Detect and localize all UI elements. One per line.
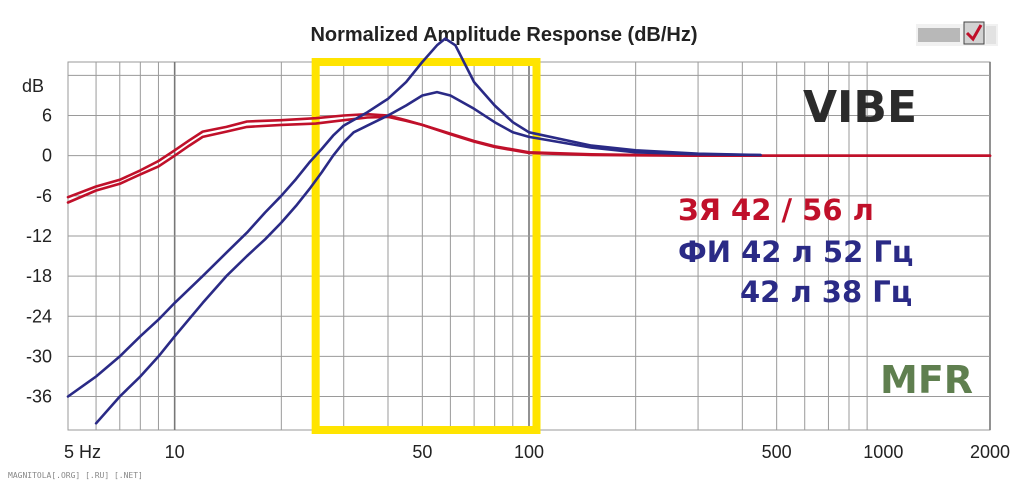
highlight-rect xyxy=(311,58,541,434)
series-line-vented-3 xyxy=(94,90,762,425)
x-tick-label: 500 xyxy=(762,442,792,462)
highlight-box xyxy=(311,58,541,434)
series-layer xyxy=(66,37,992,425)
y-tick-labels: 6 0 -6 -12 -18 -24 -30 -36 xyxy=(26,106,52,407)
vented-a-label: ФИ 42 л 52 Гц xyxy=(678,235,913,269)
x-tick-label: 1000 xyxy=(863,442,903,462)
logo-icon xyxy=(916,21,998,46)
vented-b-label: 42 л 38 Гц xyxy=(740,275,912,309)
x-tick-label: 2000 xyxy=(970,442,1010,462)
y-tick-label: -30 xyxy=(26,346,52,366)
footer-watermark: MAGNITOLA[.ORG] [.RU] [.NET] xyxy=(8,471,143,480)
horizontal-gridlines xyxy=(68,74,990,398)
vertical-gridlines xyxy=(95,62,991,430)
vibe-label: VIBE xyxy=(803,82,917,133)
y-unit-label: dB xyxy=(22,76,44,96)
closed-box-label: ЗЯ 42 / 56 л xyxy=(678,193,874,227)
x-tick-labels: 5 Hz 10 50 100 500 1000 2000 xyxy=(64,442,1010,462)
y-tick-label: -6 xyxy=(36,186,52,206)
y-tick-label: -12 xyxy=(26,226,52,246)
x-tick-label: 10 xyxy=(165,442,185,462)
series-line-vented-2 xyxy=(66,37,762,398)
y-tick-label: 0 xyxy=(42,146,52,166)
y-tick-label: -18 xyxy=(26,266,52,286)
y-tick-label: 6 xyxy=(42,106,52,126)
mfr-label: MFR xyxy=(880,358,973,402)
x-tick-label: 100 xyxy=(514,442,544,462)
x-tick-label: 5 Hz xyxy=(64,442,101,462)
x-tick-label: 50 xyxy=(412,442,432,462)
series-line-closed_box-1 xyxy=(66,115,992,204)
chart-title: Normalized Amplitude Response (dB/Hz) xyxy=(310,24,697,46)
y-tick-label: -36 xyxy=(26,387,52,407)
y-tick-label: -24 xyxy=(26,306,52,326)
